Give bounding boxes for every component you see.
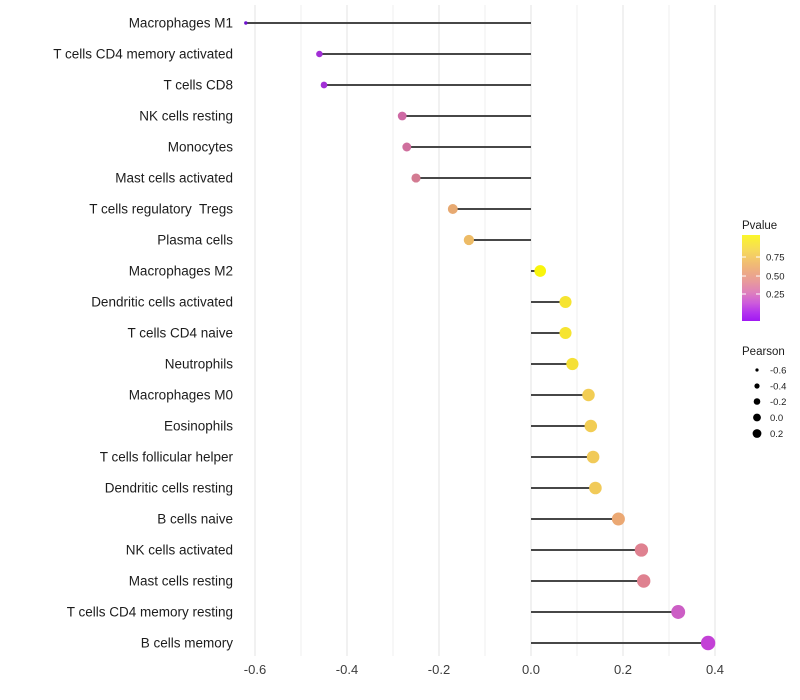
category-label: T cells CD4 memory resting	[67, 605, 233, 620]
category-label: B cells naive	[157, 512, 233, 527]
pvalue-color-legend: Pvalue 0.75 0.50 0.25	[742, 220, 785, 321]
lollipop-dot	[316, 50, 323, 58]
chart-rows: Macrophages M1 T cells CD4 memory activat…	[53, 16, 716, 651]
lollipop-row: Dendritic cells resting	[105, 481, 602, 496]
lollipop-row: Mast cells resting	[129, 574, 651, 589]
pearson-tick-label: -0.6	[770, 366, 786, 377]
category-label: Mast cells resting	[129, 574, 233, 589]
x-tick-label: -0.2	[428, 662, 450, 677]
lollipop-row: Neutrophils	[165, 357, 579, 372]
lollipop-row: Plasma cells	[157, 233, 531, 248]
lollipop-dot	[559, 295, 572, 309]
lollipop-row: T cells regulatory Tregs	[89, 202, 531, 217]
lollipop-dot	[582, 388, 595, 402]
lollipop-dot	[320, 81, 328, 89]
category-label: Mast cells activated	[115, 171, 233, 186]
lollipop-row: NK cells activated	[126, 543, 649, 558]
pvalue-tick-label: 0.75	[766, 253, 785, 264]
lollipop-dot	[411, 173, 421, 183]
pearson-size-dot	[753, 398, 761, 405]
pearson-size-dot	[753, 413, 761, 422]
category-label: Macrophages M0	[129, 388, 233, 403]
x-axis: -0.6 -0.4 -0.2 0.0 0.2 0.4	[244, 662, 724, 677]
lollipop-dot	[671, 605, 686, 619]
category-label: NK cells resting	[139, 109, 233, 124]
lollipop-dot	[402, 142, 412, 152]
pvalue-legend-title: Pvalue	[742, 220, 777, 232]
lollipop-dot	[447, 204, 458, 214]
lollipop-row: Mast cells activated	[115, 171, 531, 186]
lollipop-dot	[463, 234, 475, 246]
pearson-tick-label: 0.2	[770, 429, 783, 440]
category-label: T cells CD8	[163, 78, 233, 93]
category-label: Neutrophils	[165, 357, 234, 372]
category-label: Eosinophils	[164, 419, 233, 434]
pearson-size-dot	[754, 383, 760, 389]
pvalue-colorbar: 0.75 0.50 0.25	[742, 235, 785, 321]
lollipop-row: Dendritic cells activated	[91, 295, 572, 310]
lollipop-row: NK cells resting	[139, 109, 531, 124]
x-tick-label: 0.0	[522, 662, 540, 677]
pearson-tick-label: -0.4	[770, 382, 786, 393]
pearson-tick-label: -0.2	[770, 397, 786, 408]
category-label: T cells follicular helper	[100, 450, 234, 465]
category-label: Macrophages M1	[129, 16, 233, 31]
pvalue-tick-label: 0.50	[766, 272, 785, 283]
lollipop-row: Macrophages M0	[129, 388, 595, 403]
lollipop-dot	[397, 111, 407, 121]
pearson-size-legend: Pearson -0.6 -0.4 -0.2 0.0 0.2	[742, 346, 786, 440]
pearson-size-dot	[755, 368, 759, 372]
lollipop-row: Macrophages M1	[129, 16, 531, 31]
lollipop-row: T cells CD4 memory activated	[53, 47, 531, 62]
lollipop-row: B cells memory	[141, 636, 716, 651]
lollipop-dot	[559, 326, 572, 340]
lollipop-dot	[634, 543, 649, 557]
lollipop-dot	[637, 574, 651, 588]
lollipop-dot	[584, 419, 598, 433]
lollipop-dot	[611, 512, 625, 526]
x-tick-label: 0.2	[614, 662, 632, 677]
category-label: Monocytes	[168, 140, 234, 155]
lollipop-row: T cells CD4 naive	[127, 326, 572, 341]
pearson-size-dot	[752, 429, 762, 438]
pearson-tick-label: 0.0	[770, 413, 783, 424]
category-label: Dendritic cells resting	[105, 481, 233, 496]
lollipop-dot	[244, 21, 248, 25]
pearson-legend-title: Pearson	[742, 346, 785, 358]
lollipop-dot	[566, 357, 579, 371]
lollipop-row: B cells naive	[157, 512, 625, 527]
lollipop-row: Monocytes	[168, 140, 531, 155]
pearson-legend-items: -0.6 -0.4 -0.2 0.0 0.2	[752, 366, 786, 440]
pvalue-tick-label: 0.25	[766, 289, 785, 300]
lollipop-row: Eosinophils	[164, 419, 598, 434]
lollipop-row: Macrophages M2	[129, 264, 547, 279]
category-label: Plasma cells	[157, 233, 233, 248]
category-label: T cells regulatory Tregs	[89, 202, 233, 217]
category-label: B cells memory	[141, 636, 234, 651]
x-tick-label: -0.4	[336, 662, 358, 677]
category-label: T cells CD4 naive	[127, 326, 233, 341]
x-tick-label: -0.6	[244, 662, 266, 677]
gridlines	[254, 5, 716, 656]
category-label: NK cells activated	[126, 543, 233, 558]
lollipop-dot	[586, 450, 600, 464]
lollipop-dot	[700, 635, 716, 651]
category-label: Macrophages M2	[129, 264, 233, 279]
x-tick-label: 0.4	[706, 662, 724, 677]
category-label: T cells CD4 memory activated	[53, 47, 233, 62]
lollipop-row: T cells CD4 memory resting	[67, 605, 686, 620]
lollipop-row: T cells follicular helper	[100, 450, 600, 465]
lollipop-row: T cells CD8	[163, 78, 531, 93]
lollipop-dot	[589, 481, 602, 495]
category-label: Dendritic cells activated	[91, 295, 233, 310]
lollipop-dot	[534, 265, 547, 277]
pvalue-gradient-bar	[742, 235, 760, 321]
